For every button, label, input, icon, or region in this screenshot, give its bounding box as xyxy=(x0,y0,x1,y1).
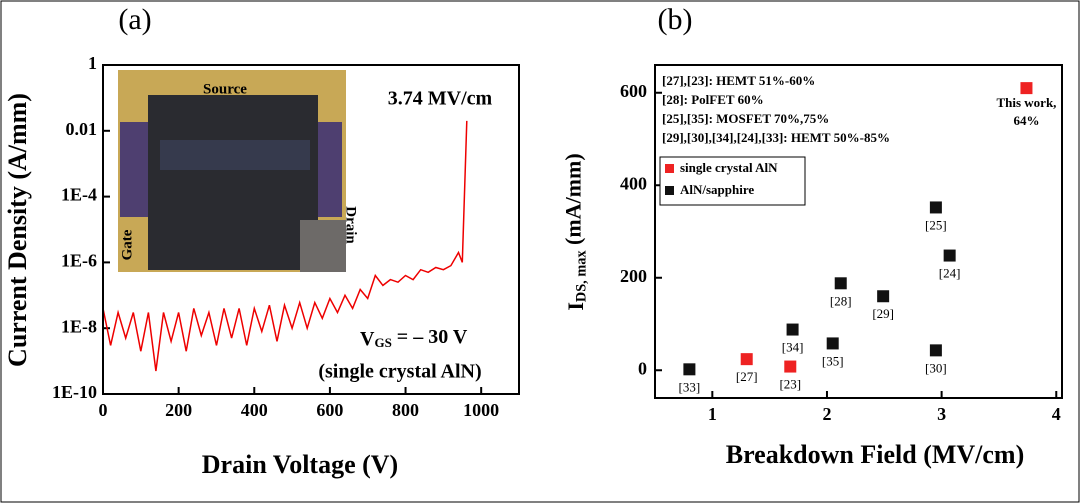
y-tick-label: 1E-8 xyxy=(61,316,97,336)
point xyxy=(740,353,753,366)
point-label: [24] xyxy=(939,266,961,281)
x-tick-label: 4 xyxy=(1052,404,1061,424)
material-label: (single crystal AlN) xyxy=(318,361,481,383)
note: [27],[23]: HEMT 51%-60% xyxy=(662,73,815,88)
data-line xyxy=(102,120,468,372)
this-work-label: This work, xyxy=(996,95,1056,110)
panel-label: (a) xyxy=(118,3,151,36)
point-label: [30] xyxy=(925,360,947,375)
label-sub: GS xyxy=(374,335,391,350)
point-label: [28] xyxy=(830,293,852,308)
label-rest: (mA/mm) xyxy=(561,153,586,250)
axis-title: VGS = – 30 V xyxy=(360,325,468,349)
note: [25],[35]: MOSFET 70%,75% xyxy=(662,111,829,126)
inset-photo xyxy=(118,70,346,272)
axis-title: IDS, max (mA/mm) xyxy=(561,153,590,310)
x-tick-label: 1000 xyxy=(463,400,499,420)
x-tick-label: 2 xyxy=(822,404,831,424)
y-axis-title: Current Density (A/mm) xyxy=(3,93,32,367)
y-tick-label: 1 xyxy=(88,53,97,73)
y-tick-label: 0.01 xyxy=(66,119,98,139)
y-tick-label: 400 xyxy=(620,173,647,193)
legend-marker xyxy=(665,186,674,195)
point xyxy=(826,337,839,350)
point xyxy=(929,201,942,214)
x-axis-title: Drain Voltage (V) xyxy=(202,450,398,479)
panel-label: (b) xyxy=(658,3,693,36)
y-tick-label: 1E-10 xyxy=(52,382,97,402)
y-tick-label: 600 xyxy=(620,81,647,101)
inset-label: Drain xyxy=(343,206,359,244)
inset-label: Gate xyxy=(119,229,135,260)
note: [29],[30],[34],[24],[33]: HEMT 50%-85% xyxy=(662,130,890,145)
point xyxy=(1020,82,1033,95)
label-main: I xyxy=(563,302,588,311)
x-tick-label: 0 xyxy=(99,400,108,420)
legend-marker xyxy=(665,164,674,173)
inset-label: Source xyxy=(203,81,247,97)
point xyxy=(943,249,956,262)
point-label: [27] xyxy=(736,369,758,384)
point xyxy=(784,360,797,373)
y-tick-label: 1E-4 xyxy=(61,185,97,205)
y-tick-label: 200 xyxy=(620,266,647,286)
y-tick-label: 1E-6 xyxy=(61,251,97,271)
label-sub: DS, max xyxy=(574,250,590,302)
legend-box xyxy=(659,156,806,206)
point-label: [25] xyxy=(925,217,947,232)
legend-label: single crystal AlN xyxy=(680,160,778,175)
point-label: [23] xyxy=(779,377,801,392)
point xyxy=(786,323,799,336)
point-label: [29] xyxy=(872,306,894,321)
x-tick-label: 3 xyxy=(937,404,946,424)
point-label: [34] xyxy=(782,340,804,355)
x-tick-label: 600 xyxy=(316,400,343,420)
this-work-label: 64% xyxy=(1013,113,1039,128)
legend-label: AlN/sapphire xyxy=(680,182,754,197)
label-rest: = – 30 V xyxy=(392,325,468,347)
point-label: [35] xyxy=(822,353,844,368)
note: [28]: PolFET 60% xyxy=(662,92,764,107)
point xyxy=(929,344,942,357)
x-tick-label: 800 xyxy=(392,400,419,420)
field-label: 3.74 MV/cm xyxy=(388,88,493,110)
point xyxy=(683,363,696,376)
plot-frame xyxy=(102,64,520,395)
x-tick-label: 400 xyxy=(241,400,268,420)
point xyxy=(834,277,847,290)
point-label: [33] xyxy=(679,379,701,394)
point xyxy=(877,290,890,303)
y-tick-label: 0 xyxy=(638,358,647,378)
plot-frame xyxy=(654,64,1063,399)
x-tick-label: 200 xyxy=(165,400,192,420)
label-main: V xyxy=(360,328,375,350)
x-tick-label: 1 xyxy=(708,404,717,424)
x-axis-title: Breakdown Field (MV/cm) xyxy=(726,440,1025,469)
